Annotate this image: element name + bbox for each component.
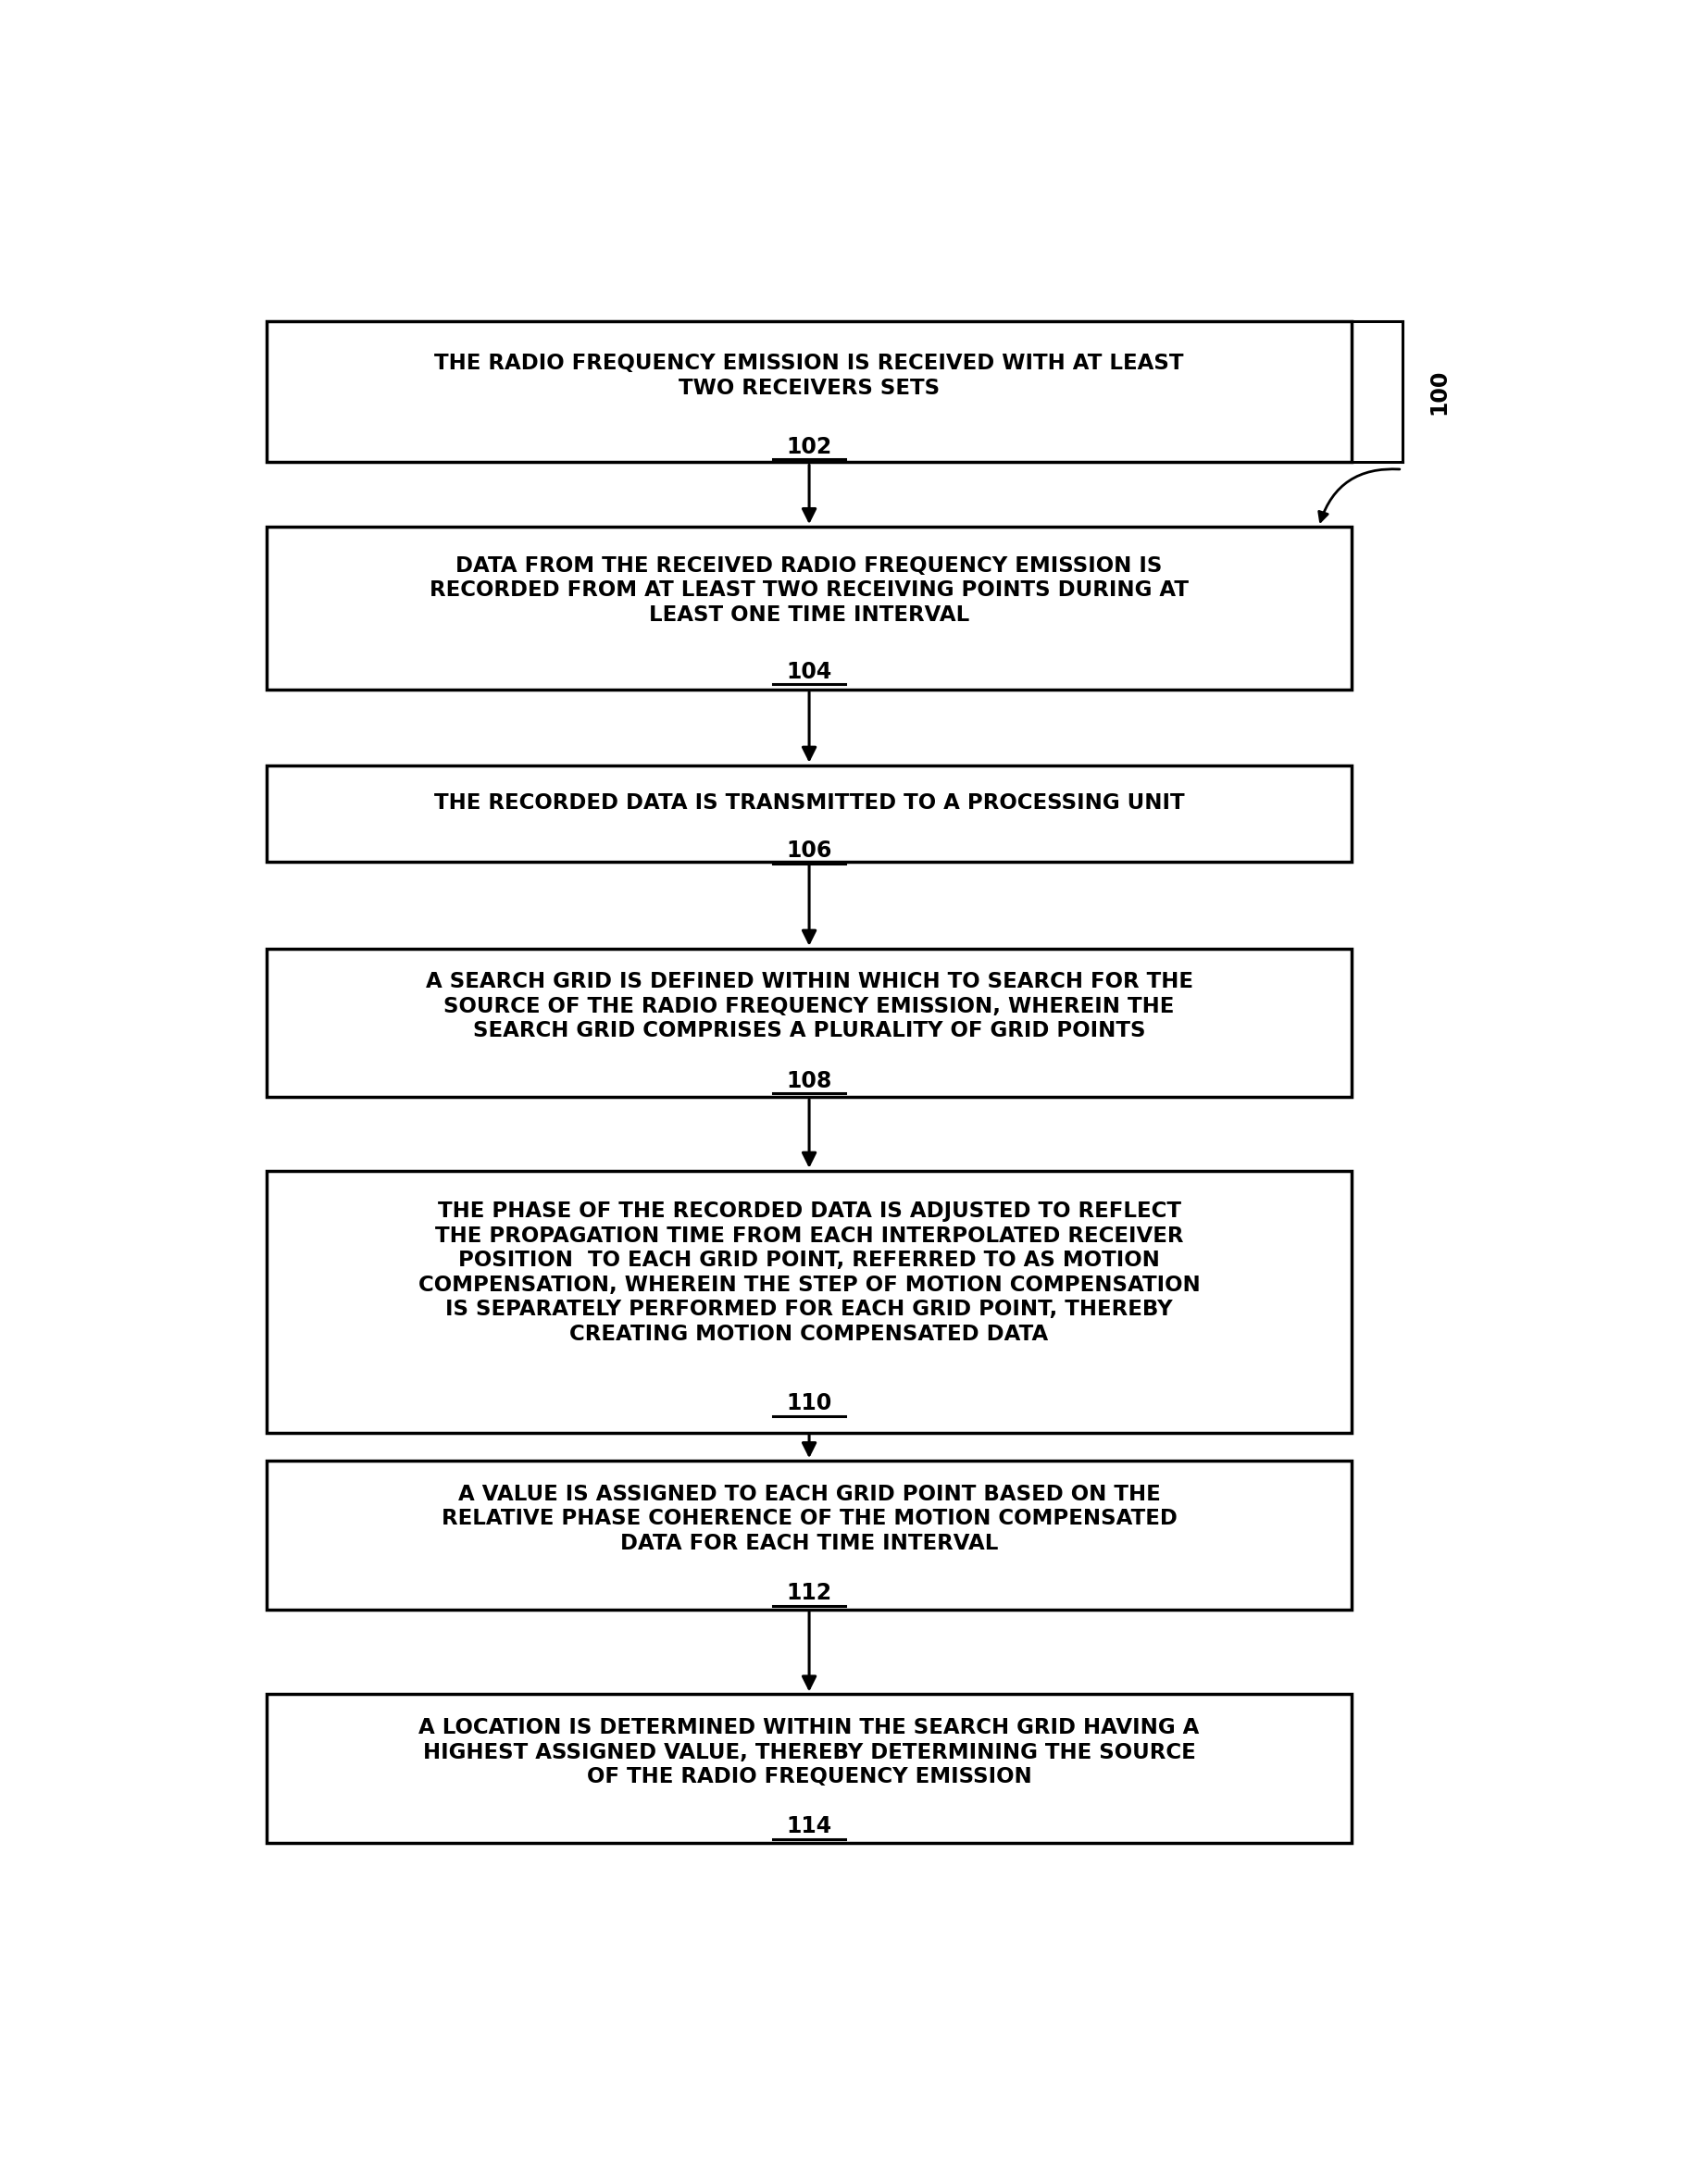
Text: 112: 112 [786, 1581, 832, 1605]
Text: A VALUE IS ASSIGNED TO EACH GRID POINT BASED ON THE
RELATIVE PHASE COHERENCE OF : A VALUE IS ASSIGNED TO EACH GRID POINT B… [441, 1483, 1177, 1553]
Text: THE PHASE OF THE RECORDED DATA IS ADJUSTED TO REFLECT
THE PROPAGATION TIME FROM : THE PHASE OF THE RECORDED DATA IS ADJUST… [418, 1200, 1201, 1346]
Text: THE RADIO FREQUENCY EMISSION IS RECEIVED WITH AT LEAST
TWO RECEIVERS SETS: THE RADIO FREQUENCY EMISSION IS RECEIVED… [434, 353, 1184, 399]
Text: A LOCATION IS DETERMINED WITHIN THE SEARCH GRID HAVING A
HIGHEST ASSIGNED VALUE,: A LOCATION IS DETERMINED WITHIN THE SEAR… [418, 1716, 1199, 1788]
FancyBboxPatch shape [266, 527, 1353, 690]
FancyBboxPatch shape [266, 947, 1353, 1098]
Text: A SEARCH GRID IS DEFINED WITHIN WHICH TO SEARCH FOR THE
SOURCE OF THE RADIO FREQ: A SEARCH GRID IS DEFINED WITHIN WHICH TO… [425, 971, 1192, 1041]
FancyBboxPatch shape [266, 1694, 1353, 1843]
Text: DATA FROM THE RECEIVED RADIO FREQUENCY EMISSION IS
RECORDED FROM AT LEAST TWO RE: DATA FROM THE RECEIVED RADIO FREQUENCY E… [430, 555, 1189, 625]
Text: 100: 100 [1428, 368, 1450, 414]
Text: THE RECORDED DATA IS TRANSMITTED TO A PROCESSING UNIT: THE RECORDED DATA IS TRANSMITTED TO A PR… [434, 793, 1184, 812]
Text: 114: 114 [786, 1816, 832, 1838]
Text: 106: 106 [786, 841, 832, 862]
FancyBboxPatch shape [266, 320, 1353, 462]
Text: 108: 108 [786, 1069, 832, 1091]
Text: 110: 110 [786, 1392, 832, 1416]
Text: 102: 102 [786, 436, 832, 457]
FancyBboxPatch shape [266, 1170, 1353, 1433]
Text: 104: 104 [786, 660, 832, 682]
FancyBboxPatch shape [266, 1461, 1353, 1610]
FancyBboxPatch shape [266, 764, 1353, 862]
